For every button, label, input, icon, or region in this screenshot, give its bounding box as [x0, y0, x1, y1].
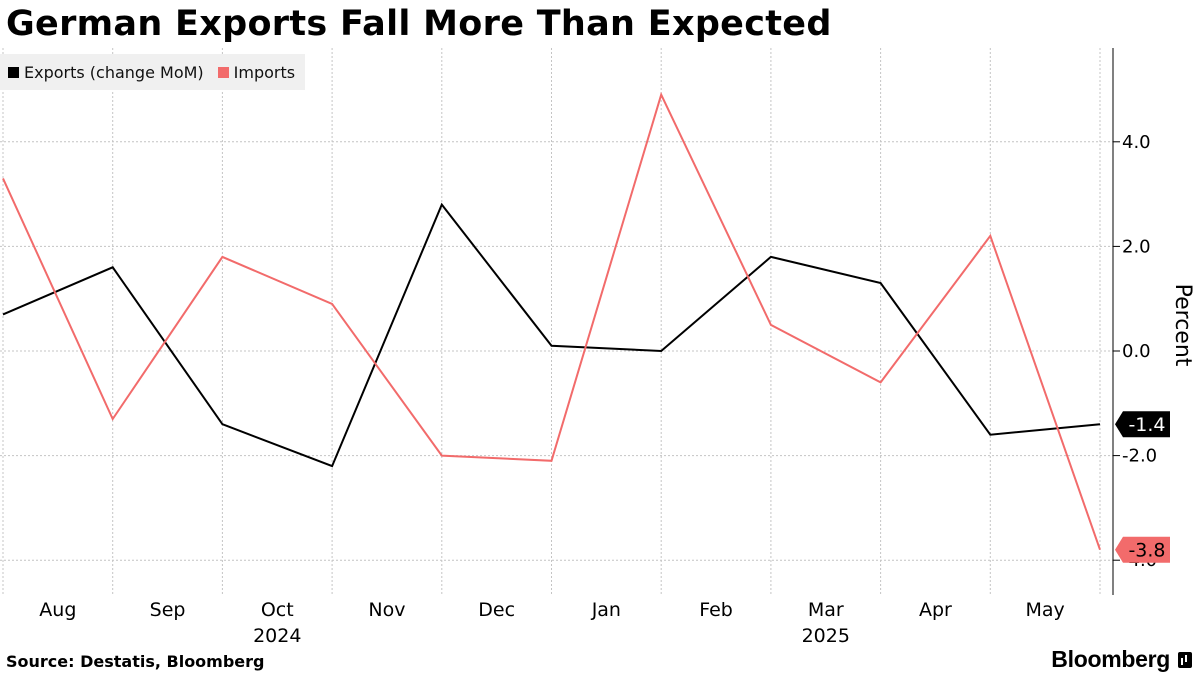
- exports-last-badge: [1115, 411, 1170, 438]
- last-value-badges: -1.4 -3.8: [1115, 411, 1170, 563]
- legend-swatch-imports: [217, 66, 229, 78]
- y-tick-label: 4.0: [1122, 132, 1151, 153]
- bloomberg-terminal-icon: [1178, 651, 1192, 668]
- x-tick-label: Jan: [591, 599, 621, 621]
- x-tick-label: Apr: [919, 599, 952, 621]
- y-tick-label: -2.0: [1122, 446, 1157, 467]
- x-tick-label: Dec: [478, 599, 515, 621]
- x-tick-label: Feb: [699, 599, 733, 621]
- x-tick-label: Aug: [39, 599, 76, 621]
- series-lines: [2, 91, 1101, 551]
- y-axis-label: Percent: [1170, 284, 1195, 367]
- y-tick-label: 0.0: [1122, 341, 1151, 362]
- x-tick-label: Oct: [261, 599, 294, 621]
- source-note: Source: Destatis, Bloomberg: [6, 652, 265, 671]
- x-tick-label: Nov: [368, 599, 405, 621]
- x-tick-label: May: [1026, 599, 1065, 621]
- imports-last-value: -3.8: [1128, 540, 1165, 562]
- legend-item-exports: Exports (change MoM): [8, 63, 204, 82]
- imports-line: [2, 91, 1101, 551]
- exports-line: [2, 202, 1101, 468]
- legend-label-imports: Imports: [233, 62, 296, 82]
- legend: Exports (change MoM) Imports: [0, 54, 306, 90]
- legend-swatch-exports: [8, 66, 19, 78]
- x-year-label: 2025: [802, 625, 850, 647]
- brand-logo: Bloomberg: [1051, 646, 1192, 673]
- x-year-label: 2024: [253, 625, 301, 647]
- legend-item-imports: Imports: [217, 62, 296, 82]
- x-tick-label: Sep: [150, 599, 186, 621]
- grid: [0, 48, 1113, 595]
- x-axis-labels: Aug Sep Oct Nov Dec Jan Feb Mar Apr May 2024 2025: [39, 599, 1064, 647]
- y-tick-label: 2.0: [1122, 236, 1151, 257]
- imports-last-badge: [1115, 536, 1170, 563]
- x-tick-label: Mar: [808, 599, 844, 621]
- legend-label-exports: Exports (change MoM): [24, 62, 204, 82]
- chart-title: German Exports Fall More Than Expected: [6, 4, 832, 44]
- exports-last-value: -1.4: [1128, 414, 1165, 436]
- brand-name: Bloomberg: [1051, 646, 1170, 672]
